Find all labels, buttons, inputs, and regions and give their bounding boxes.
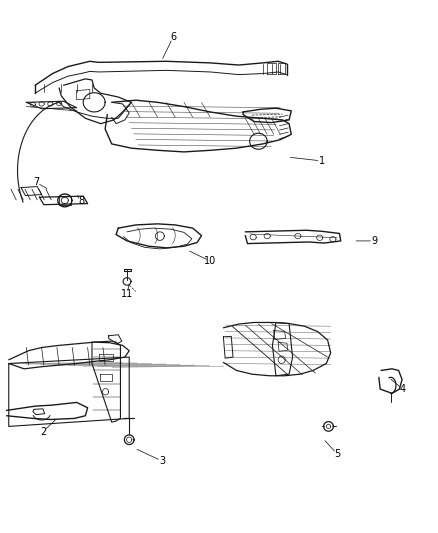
Text: 11: 11 — [121, 289, 133, 299]
Text: 9: 9 — [371, 236, 378, 246]
Text: 4: 4 — [400, 384, 406, 394]
Text: 1: 1 — [319, 156, 325, 166]
Text: 5: 5 — [334, 449, 340, 459]
Text: 7: 7 — [33, 177, 39, 187]
Text: 3: 3 — [159, 456, 165, 466]
Text: 6: 6 — [170, 33, 176, 42]
Text: 10: 10 — [204, 256, 216, 266]
Text: 8: 8 — [78, 197, 84, 206]
Text: 2: 2 — [40, 427, 46, 437]
